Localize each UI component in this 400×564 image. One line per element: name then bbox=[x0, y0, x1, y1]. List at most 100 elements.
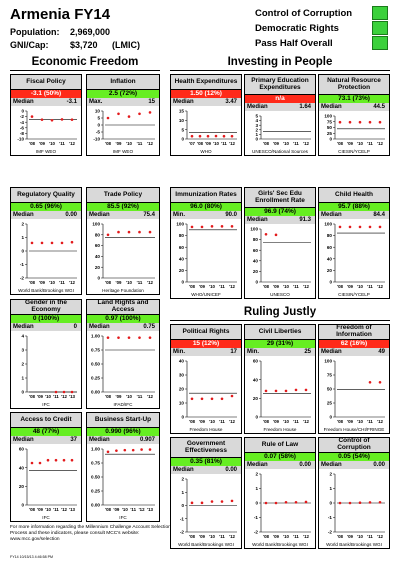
indicator-benchmark: Median 3.47 bbox=[171, 98, 241, 106]
x-tick-label: '13 bbox=[147, 507, 153, 512]
data-point bbox=[348, 120, 352, 124]
y-tick-label: 0.75 bbox=[91, 461, 100, 466]
y-tick-label: 40 bbox=[179, 256, 185, 261]
data-point bbox=[294, 388, 298, 392]
data-point bbox=[106, 233, 110, 237]
benchmark-value: 44.5 bbox=[373, 104, 385, 110]
y-tick-label: -1 bbox=[328, 515, 333, 520]
data-point bbox=[264, 233, 268, 236]
indicator-panel-gender-economy: Gender in the Economy 0 (100%) Median 0 4 3 2 1… bbox=[10, 299, 82, 409]
x-tick-label: '11 bbox=[137, 394, 143, 399]
indicator-chart-svg: 100 75 50 25 0 '08 '09 '10 '11 '12 bbox=[324, 359, 385, 424]
x-tick-label: '09 bbox=[273, 141, 279, 146]
indicator-chart-svg: 10 5 0 -5 -10 '08 '09 '10 '11 '12 bbox=[93, 109, 155, 146]
benchmark-label: Median bbox=[247, 462, 268, 468]
indicator-source: CIESIN/YCELP bbox=[338, 149, 370, 154]
benchmark-label: Median bbox=[247, 104, 268, 110]
x-tick-label: '12 bbox=[69, 280, 75, 285]
y-tick-label: 0 bbox=[181, 503, 184, 508]
y-tick-label: 0 bbox=[21, 109, 24, 114]
y-tick-label: 2 bbox=[21, 222, 24, 227]
indicator-source: Heritage Foundation bbox=[102, 288, 144, 293]
data-point bbox=[190, 397, 194, 401]
data-point bbox=[214, 134, 218, 138]
data-point bbox=[106, 336, 110, 339]
data-point bbox=[70, 458, 74, 462]
x-tick-label: '12 bbox=[229, 534, 235, 539]
indicator-score: 96.0 (80%) bbox=[171, 203, 241, 211]
data-point bbox=[54, 390, 58, 394]
x-tick-label: '09 bbox=[273, 419, 279, 424]
y-tick-label: -4 bbox=[20, 120, 25, 125]
x-tick-label: '08 bbox=[263, 534, 269, 539]
x-tick-label: '10 bbox=[283, 284, 289, 289]
indicator-score: 96.9 (74%) bbox=[245, 208, 315, 216]
benchmark-label: Max. bbox=[89, 99, 103, 105]
section-divider bbox=[10, 70, 160, 71]
indicator-panel-health-exp: Health Expenditures 1.50 (12%) Median 3.47 1… bbox=[170, 74, 242, 156]
y-tick-label: 0.25 bbox=[91, 376, 100, 381]
indicator-chart-svg: 1.00 0.75 0.50 0.25 0.00 '08'09'10'11'12'13 bbox=[91, 447, 155, 512]
y-tick-label: 0 bbox=[255, 137, 258, 142]
x-tick-label: '10 bbox=[283, 141, 289, 146]
data-point bbox=[358, 225, 362, 229]
x-tick-label: '10 bbox=[49, 280, 55, 285]
y-tick-label: 0 bbox=[21, 390, 24, 395]
population-value: 2,969,000 bbox=[70, 27, 111, 37]
indicator-source: Freedom House/CHI/FRINGE bbox=[323, 427, 385, 432]
indicator-chart: 2 1 0 -1 -2 '08 '09 '10 '11 '12 bbox=[245, 469, 315, 542]
x-tick-label: '11 bbox=[293, 419, 299, 424]
y-tick-label: 0.50 bbox=[91, 362, 100, 367]
y-tick-label: 60 bbox=[95, 243, 101, 248]
indicator-title: Immunization Rates bbox=[171, 188, 241, 203]
benchmark-label: Min. bbox=[247, 349, 259, 355]
x-tick-label: '08 bbox=[29, 280, 35, 285]
data-point bbox=[200, 501, 204, 505]
benchmark-value: 17 bbox=[230, 349, 237, 355]
x-tick-label: '11 bbox=[367, 141, 373, 146]
x-tick-label: '10 bbox=[126, 394, 132, 399]
indicator-panel-child-health: Child Health 95.7 (88%) Median 84.4 100 80 60 4… bbox=[318, 187, 390, 299]
x-tick-label: '10 bbox=[122, 507, 128, 512]
data-point bbox=[115, 449, 118, 452]
x-tick-label: '10 bbox=[209, 284, 215, 289]
indicator-title: Control of Corruption bbox=[319, 437, 389, 453]
gni-value: $3,720 bbox=[70, 40, 98, 50]
x-tick-label: '12 bbox=[147, 394, 153, 399]
indicator-chart: 15 10 5 0 '07'08'09'10'11'12 bbox=[171, 106, 241, 149]
x-tick-label: '12 bbox=[139, 507, 145, 512]
indicator-score: 15 (12%) bbox=[171, 340, 241, 348]
data-point bbox=[274, 389, 278, 393]
data-point bbox=[70, 118, 74, 121]
benchmark-label: Median bbox=[89, 212, 110, 218]
y-tick-label: 0 bbox=[97, 276, 100, 281]
data-point bbox=[358, 501, 362, 505]
y-tick-label: 0 bbox=[329, 415, 332, 420]
y-tick-label: 1 bbox=[21, 376, 24, 381]
x-tick-label: '09 bbox=[347, 534, 353, 539]
y-tick-label: 15 bbox=[179, 109, 185, 114]
benchmark-label: Median bbox=[89, 437, 110, 443]
indicator-benchmark: Median 0.00 bbox=[319, 461, 389, 469]
indicator-panel-business-startup: Business Start-Up 0.990 (96%) Median 0.907 1… bbox=[86, 412, 160, 522]
x-tick-label: '09 bbox=[199, 534, 205, 539]
y-tick-label: 1 bbox=[329, 486, 332, 491]
x-tick-label: '12 bbox=[229, 419, 235, 424]
pass-indicator-democratic bbox=[372, 21, 388, 35]
data-point bbox=[338, 501, 342, 505]
indicator-chart-svg: 2 1 0 -1 -2 '08 '09 '10 '11 '12 bbox=[180, 477, 237, 539]
x-tick-label: '10 bbox=[49, 141, 55, 146]
indicator-chart: 100 80 60 40 20 0 '08 '09 '10 '11 '12 bbox=[171, 219, 241, 292]
benchmark-value: 0.00 bbox=[299, 462, 311, 468]
y-tick-label: 5 bbox=[97, 116, 100, 121]
benchmark-value: 91.3 bbox=[299, 217, 311, 223]
indicator-title: Access to Credit bbox=[11, 413, 81, 428]
y-tick-label: -1 bbox=[20, 262, 25, 267]
y-tick-label: -10 bbox=[93, 137, 100, 142]
indicator-benchmark: Min. 25 bbox=[245, 348, 315, 356]
data-point bbox=[190, 134, 194, 138]
benchmark-label: Median bbox=[13, 212, 34, 218]
population-label: Population: bbox=[10, 27, 60, 37]
y-tick-label: 3 bbox=[255, 123, 258, 128]
x-tick-label: '08 bbox=[105, 141, 111, 146]
